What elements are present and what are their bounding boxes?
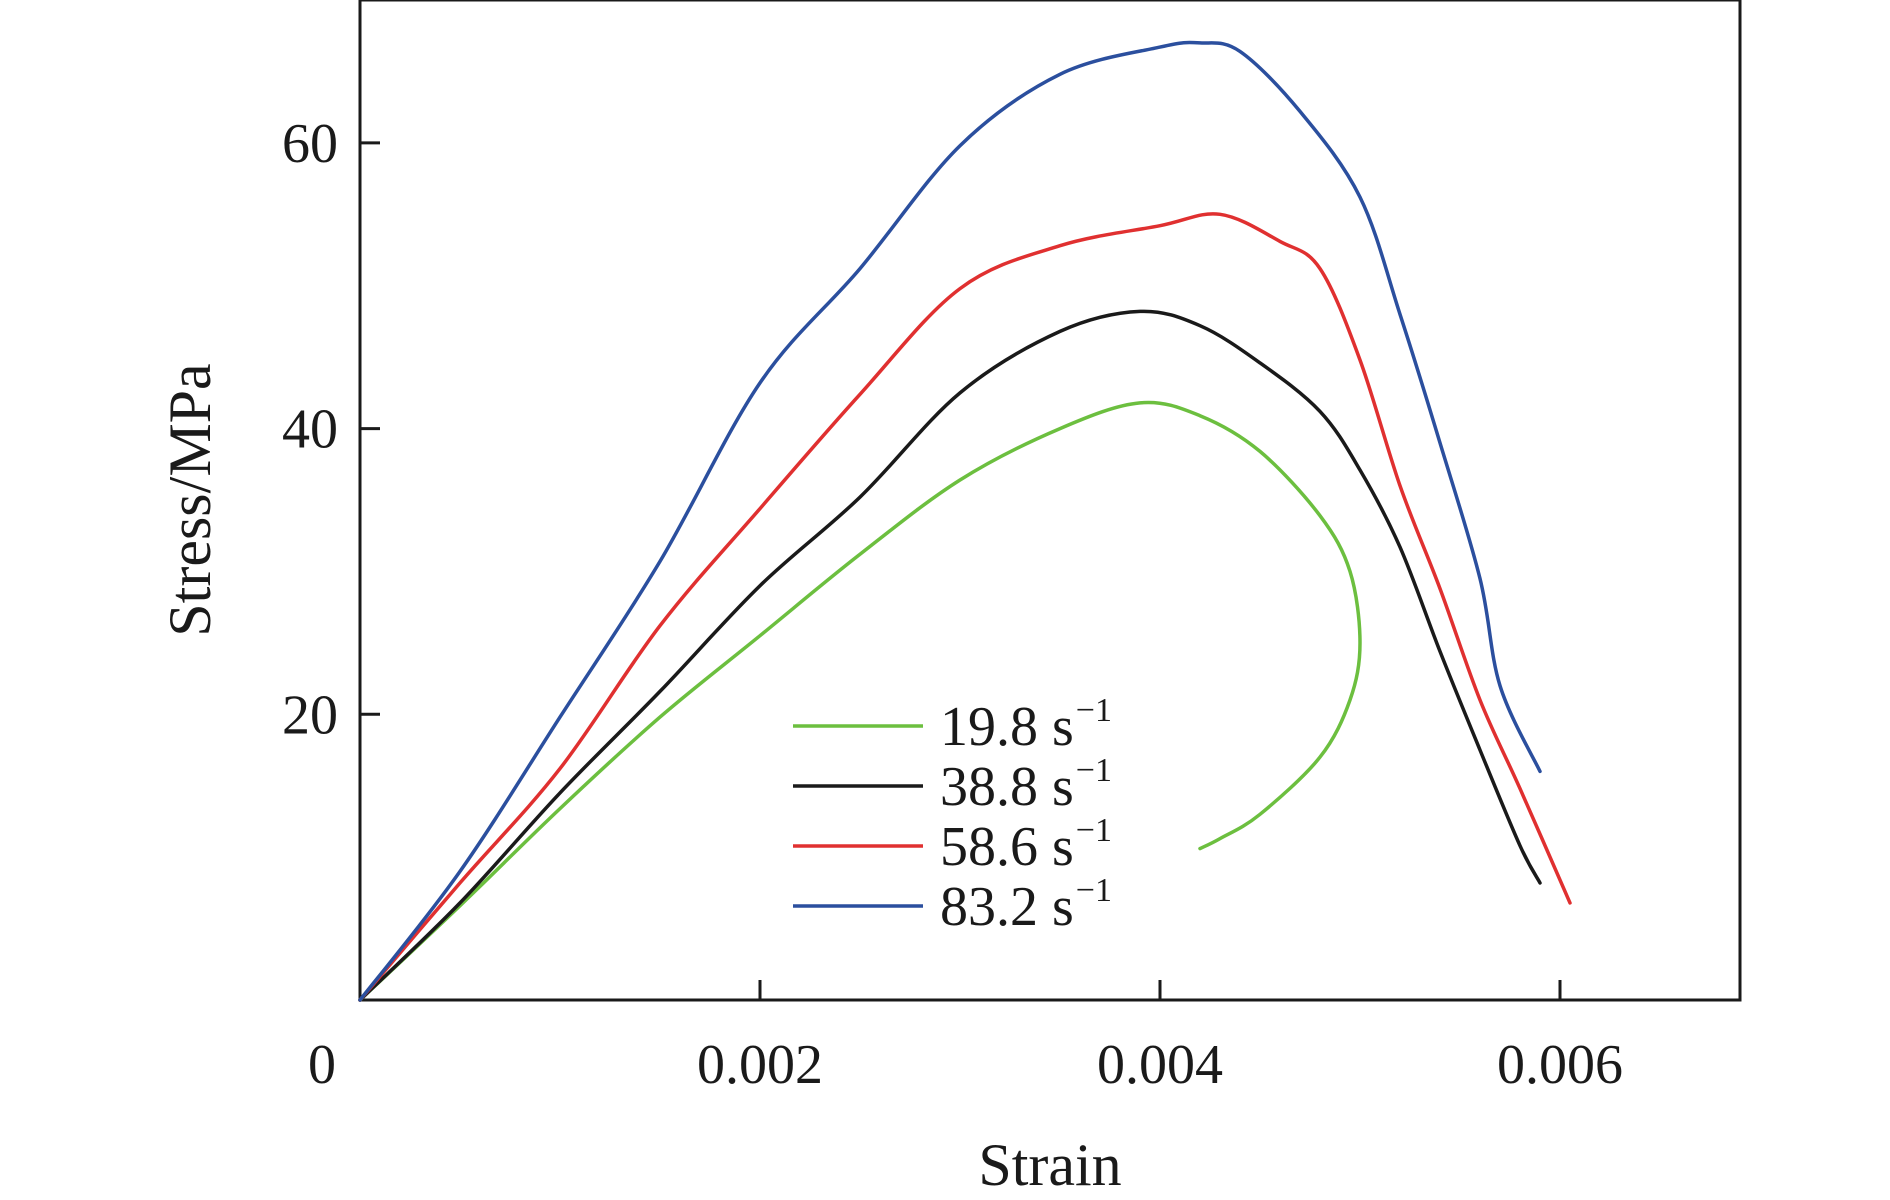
- legend-label: 83.2 s−1: [940, 872, 1112, 938]
- y-axis-label: Stress/MPa: [157, 363, 223, 636]
- series-layer: [358, 40, 1572, 1002]
- origin-tick-label: 0: [308, 1034, 336, 1096]
- x-tick-label: 0.004: [1097, 1034, 1223, 1096]
- series-line-3: [358, 212, 1572, 1002]
- series-line-2: [358, 309, 1542, 1002]
- legend-label: 38.8 s−1: [940, 752, 1112, 818]
- y-tick-label: 40: [282, 399, 338, 461]
- legend-label: 19.8 s−1: [940, 692, 1112, 758]
- legend: 19.8 s−138.8 s−158.6 s−183.2 s−1: [793, 692, 1112, 938]
- plot-frame: [358, 0, 1742, 1002]
- x-axis-label: Strain: [978, 1132, 1121, 1198]
- series-line-4: [358, 40, 1542, 1002]
- ticks-layer: 0.002 0.004 0.006 20 40 60: [282, 113, 1623, 1096]
- legend-label: 58.6 s−1: [940, 812, 1112, 878]
- y-tick-label: 20: [282, 684, 338, 746]
- y-tick-label: 60: [282, 113, 338, 175]
- x-tick-label: 0.006: [1497, 1034, 1623, 1096]
- series-line-1: [358, 400, 1362, 1002]
- x-tick-label: 0.002: [697, 1034, 823, 1096]
